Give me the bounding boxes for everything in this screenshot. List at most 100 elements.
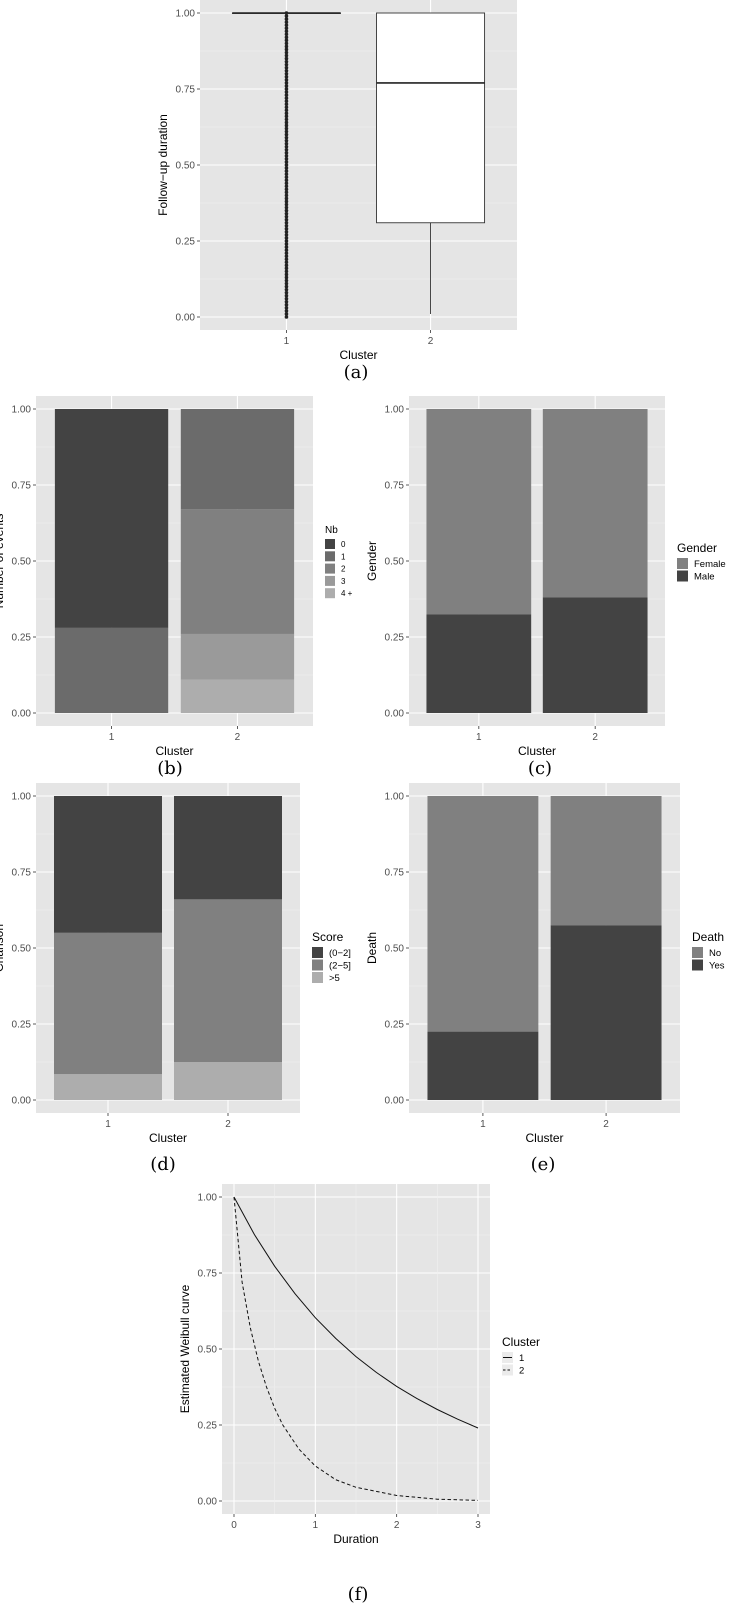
outlier-point (284, 53, 289, 58)
outlier-point (284, 220, 289, 225)
outlier-point (284, 272, 289, 277)
outlier-point (284, 75, 289, 79)
outlier-point (284, 260, 289, 265)
outlier-point (284, 172, 289, 176)
outlier-point (284, 132, 289, 137)
y-axis-title: Death (365, 932, 379, 964)
outlier-point (284, 281, 289, 286)
x-tick-label: 3 (475, 1520, 481, 1531)
y-tick-label: 0.50 (198, 1345, 218, 1356)
outlier-point (284, 269, 289, 274)
y-tick-label: 0.25 (12, 633, 32, 644)
outlier-point (284, 17, 289, 21)
outlier-point (284, 242, 289, 246)
y-tick-label: 1.00 (12, 405, 32, 416)
panel-c: 0.00 0.25 0.50 0.75 1.00 1 2 Cluster Gender (c) Ge… (365, 396, 726, 779)
outlier-point (284, 160, 289, 164)
legend-label: 1 (519, 1353, 524, 1364)
outlier-point (284, 84, 289, 88)
y-tick-label: 1.00 (176, 9, 196, 20)
outlier-point (284, 278, 289, 283)
x-axis-title: Cluster (525, 1131, 563, 1145)
y-tick-label: 0.75 (385, 868, 405, 879)
legend-title: Death (692, 930, 724, 944)
bar-segment-Male-cluster-1 (426, 614, 532, 713)
legend-key-25 (312, 959, 323, 971)
y-tick-label: 0.75 (198, 1269, 218, 1280)
outlier-point (284, 105, 289, 110)
outlier-point (284, 123, 289, 128)
outlier-points-cluster-1 (284, 11, 289, 319)
outlier-point (284, 205, 289, 210)
panel-b: 0.00 0.25 0.50 0.75 1.00 1 2 Cluster Number of e… (0, 396, 353, 779)
outlier-point (284, 315, 289, 319)
panel-caption: (b) (157, 758, 183, 779)
outlier-point (284, 251, 289, 255)
outlier-point (284, 87, 289, 91)
outlier-point (284, 154, 289, 158)
outlier-point (284, 239, 289, 243)
bar-segment-No-cluster-2 (550, 796, 662, 926)
outlier-point (284, 214, 289, 219)
outlier-point (284, 29, 289, 34)
bar-segment-25-cluster-1 (54, 932, 162, 1075)
outlier-point (284, 108, 289, 113)
outlier-point (284, 199, 289, 204)
legend-label: (2−5] (329, 961, 351, 972)
x-axis-title: Cluster (518, 744, 556, 758)
y-axis-title: Follow−up duration (156, 114, 170, 216)
outlier-point (284, 138, 289, 143)
outlier-point (284, 62, 289, 67)
y-tick-label: 0.00 (12, 709, 32, 720)
legend: Death No Yes (692, 930, 725, 972)
legend-key-1 (325, 551, 335, 562)
y-tick-label: 0.25 (385, 633, 405, 644)
legend-title: Gender (677, 541, 717, 555)
outlier-point (284, 166, 289, 170)
bar-segment-2-cluster-2 (180, 509, 295, 634)
outlier-point (284, 32, 289, 37)
legend-key-2 (325, 563, 335, 574)
x-tick-label: 1 (284, 336, 290, 347)
panel-caption: (e) (531, 1154, 556, 1175)
y-tick-label: 0.25 (198, 1421, 218, 1432)
y-tick-label: 0.25 (385, 1020, 405, 1031)
outlier-point (284, 245, 289, 249)
outlier-point (284, 196, 289, 201)
y-tick-label: 1.00 (198, 1193, 218, 1204)
y-tick-label: 1.00 (385, 792, 405, 803)
y-tick-label: 0.00 (198, 1497, 218, 1508)
outlier-point (284, 284, 289, 289)
legend-key-3 (325, 575, 335, 586)
outlier-point (284, 306, 289, 310)
x-tick-label: 1 (313, 1520, 319, 1531)
bar-segment-5-cluster-2 (174, 1062, 282, 1100)
legend-label: (0−2] (329, 948, 351, 959)
outlier-point (284, 257, 289, 262)
legend-label: Male (694, 572, 715, 583)
x-tick-label: 2 (394, 1520, 400, 1531)
legend-label: 3 (341, 577, 346, 586)
outlier-point (284, 296, 289, 301)
outlier-point (284, 78, 289, 82)
y-axis-title: Number of events (0, 514, 6, 609)
outlier-point (284, 120, 289, 125)
x-tick-label: 0 (231, 1520, 237, 1531)
panel-caption: (f) (348, 1584, 369, 1605)
y-tick-label: 1.00 (385, 405, 405, 416)
y-tick-label: 0.50 (12, 557, 32, 568)
x-axis-title: Duration (333, 1532, 378, 1546)
curve-cluster-1 (233, 1196, 479, 1429)
outlier-point (284, 68, 289, 73)
outlier-point (284, 126, 289, 131)
legend-title: Nb (325, 525, 338, 536)
outlier-point (284, 230, 289, 234)
legend: Gender Female Male (677, 541, 726, 583)
x-tick-label: 2 (603, 1119, 609, 1130)
legend-key-No (692, 947, 703, 958)
x-tick-label: 1 (109, 732, 115, 743)
x-axis-title: Cluster (339, 348, 377, 362)
panel-f: 0.00 0.25 0.50 0.75 1.00 0 1 2 3 Duration Estimate… (178, 1184, 540, 1605)
outlier-point (284, 35, 289, 40)
bar-segment-Female-cluster-1 (426, 409, 532, 615)
